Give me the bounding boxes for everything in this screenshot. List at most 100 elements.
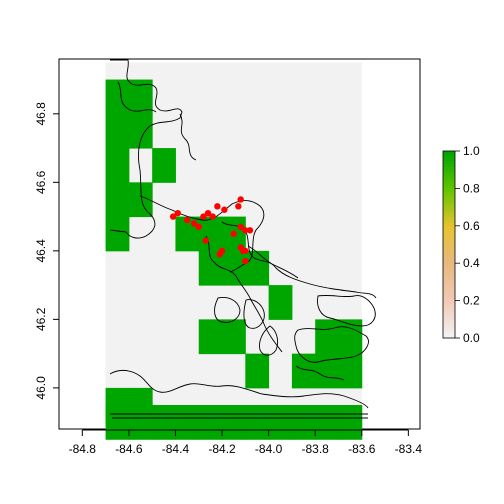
raster-cell: [105, 79, 130, 115]
legend-color-step: [443, 288, 455, 292]
survey-point: [174, 209, 181, 217]
legend-color-step: [443, 188, 455, 193]
y-tick-label: 46.4: [34, 239, 48, 263]
x-axis: -84.8 -84.6 -84.4 -84.2 -84.0 -83.8 -83.6 -83.4: [69, 429, 422, 456]
raster-cell: [198, 216, 223, 252]
legend-color-step: [443, 191, 455, 196]
survey-point: [237, 196, 244, 203]
survey-point: [169, 213, 177, 220]
legend-color-step: [443, 169, 455, 174]
legend-tick-label: 0.8: [463, 181, 480, 195]
survey-point: [221, 206, 228, 213]
x-tick-label: -84.0: [255, 442, 283, 456]
legend-color-step: [443, 244, 455, 249]
legend-color-step: [443, 163, 455, 168]
legend-color-step: [443, 225, 455, 230]
raster-cell: [152, 148, 176, 183]
legend-color-step: [443, 306, 455, 311]
survey-point: [204, 209, 212, 217]
raster-cell: [315, 405, 339, 440]
legend-color-step: [443, 325, 455, 330]
raster-cell: [198, 319, 223, 355]
legend-color-step: [443, 216, 455, 221]
raster-cell: [315, 319, 339, 355]
legend-color-step: [443, 213, 455, 218]
legend-color-step: [443, 228, 455, 233]
legend-color-step: [443, 151, 455, 155]
legend-color-step: [443, 309, 455, 314]
y-axis: 46.0 46.2 46.4 46.6 46.8: [34, 102, 60, 400]
legend-color-step: [443, 250, 455, 255]
legend-color-step: [443, 328, 455, 333]
raster-cell: [198, 405, 223, 440]
legend-color-step: [443, 160, 455, 165]
raster-cell: [105, 113, 130, 149]
survey-point: [209, 213, 216, 220]
legend-tick-label: 0.0: [463, 331, 480, 345]
legend-color-step: [443, 194, 455, 199]
survey-point: [218, 247, 226, 255]
raster-cell: [338, 353, 363, 389]
legend-tick-label: 0.2: [463, 294, 480, 308]
legend-color-step: [443, 238, 455, 242]
legend-color-step: [443, 300, 455, 305]
legend-color-step: [443, 197, 455, 202]
legend-color-step: [443, 297, 455, 302]
raster-cell: [222, 319, 246, 355]
raster-cell: [128, 113, 153, 149]
raster-cell: [338, 319, 363, 355]
legend-color-step: [443, 200, 455, 205]
raster-cell: [291, 353, 316, 389]
x-tick-label: -83.6: [348, 442, 376, 456]
x-tick-label: -84.8: [69, 442, 97, 456]
legend-color-step: [443, 219, 455, 224]
legend-tick-label: 0.6: [463, 219, 480, 233]
raster-cell: [105, 216, 130, 252]
legend-ticks: 0.0 0.2 0.4 0.6 0.8 1.0: [455, 144, 480, 345]
raster-cell: [152, 405, 176, 440]
legend-color-step: [443, 275, 455, 280]
legend-color-step: [443, 263, 455, 267]
x-tick-label: -83.8: [302, 442, 330, 456]
legend-color-step: [443, 316, 455, 320]
x-tick-label: -84.6: [115, 442, 143, 456]
survey-point: [195, 223, 202, 231]
legend-color-step: [443, 303, 455, 308]
legend-color-step: [443, 281, 455, 286]
legend-color-step: [443, 182, 455, 186]
legend-color-step: [443, 166, 455, 171]
raster-cell: [105, 182, 130, 218]
legend-color-step: [443, 210, 455, 214]
legend-color-step: [443, 232, 455, 236]
legend-color-step: [443, 235, 455, 239]
legend-color-step: [443, 291, 455, 295]
y-tick-label: 46.2: [34, 307, 48, 331]
survey-point: [237, 223, 244, 231]
raster-cell: [338, 405, 363, 440]
coastline-outline: [109, 59, 377, 419]
legend-color-step: [443, 222, 455, 227]
legend-color-step: [443, 260, 455, 264]
raster-cell: [128, 79, 153, 115]
y-tick-label: 46.0: [34, 376, 48, 400]
raster-cell: [105, 405, 130, 440]
legend-color-step: [443, 331, 455, 336]
legend-color-step: [443, 203, 455, 208]
survey-point: [183, 216, 191, 224]
legend-color-step: [443, 334, 455, 339]
survey-point: [214, 203, 221, 210]
raster-cell: [198, 250, 223, 286]
legend-color-step: [443, 207, 455, 211]
legend-color-step: [443, 313, 455, 317]
raster-cell: [105, 148, 130, 183]
legend-color-bar: [443, 151, 455, 339]
legend-color-step: [443, 278, 455, 283]
legend-color-step: [443, 154, 455, 158]
legend-tick-label: 0.4: [463, 256, 480, 270]
survey-points: [169, 196, 254, 265]
survey-point: [202, 237, 209, 244]
legend-color-step: [443, 269, 455, 274]
y-tick-label: 46.6: [34, 170, 48, 194]
raster-cell: [245, 405, 270, 440]
